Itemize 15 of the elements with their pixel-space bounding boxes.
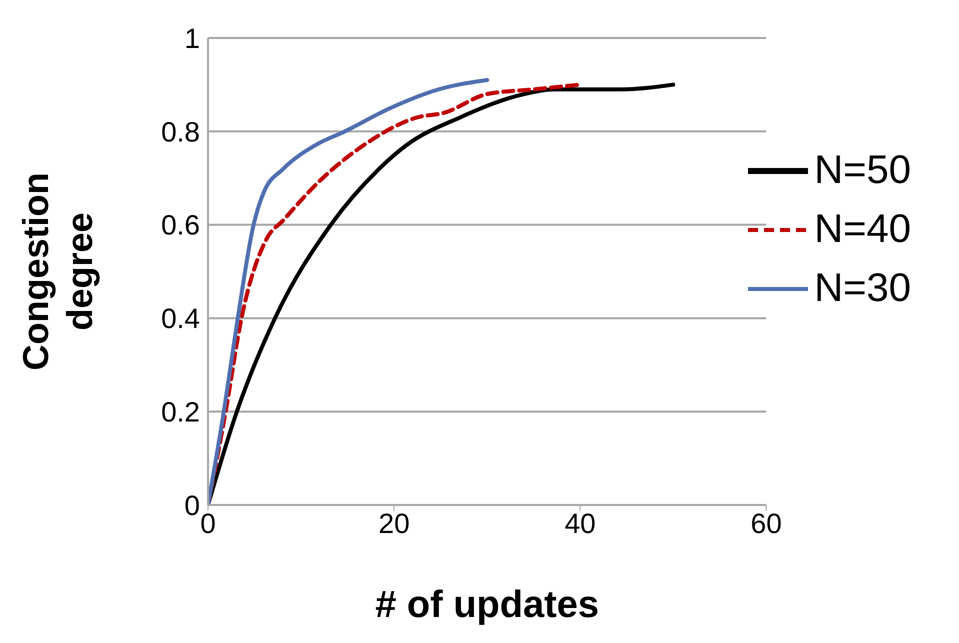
y-tick-label: 0.2	[161, 396, 200, 428]
legend-label: N=40	[814, 207, 911, 252]
x-tick-label: 60	[750, 508, 782, 539]
x-tick-label: 20	[378, 508, 410, 539]
y-tick-label: 1	[184, 22, 200, 54]
line-series	[208, 82, 676, 505]
y-axis-title: Congestion degree	[15, 172, 100, 370]
line-series	[208, 78, 490, 505]
y-tick-label: 0.4	[161, 303, 200, 334]
legend-label: N=50	[814, 148, 911, 193]
x-axis-title: # of updates	[375, 584, 600, 626]
legend-label: N=30	[814, 266, 911, 311]
x-tick-label: 40	[564, 508, 596, 539]
y-tick-label: 0.6	[161, 210, 200, 241]
y-tick-label: 0.8	[161, 116, 200, 148]
